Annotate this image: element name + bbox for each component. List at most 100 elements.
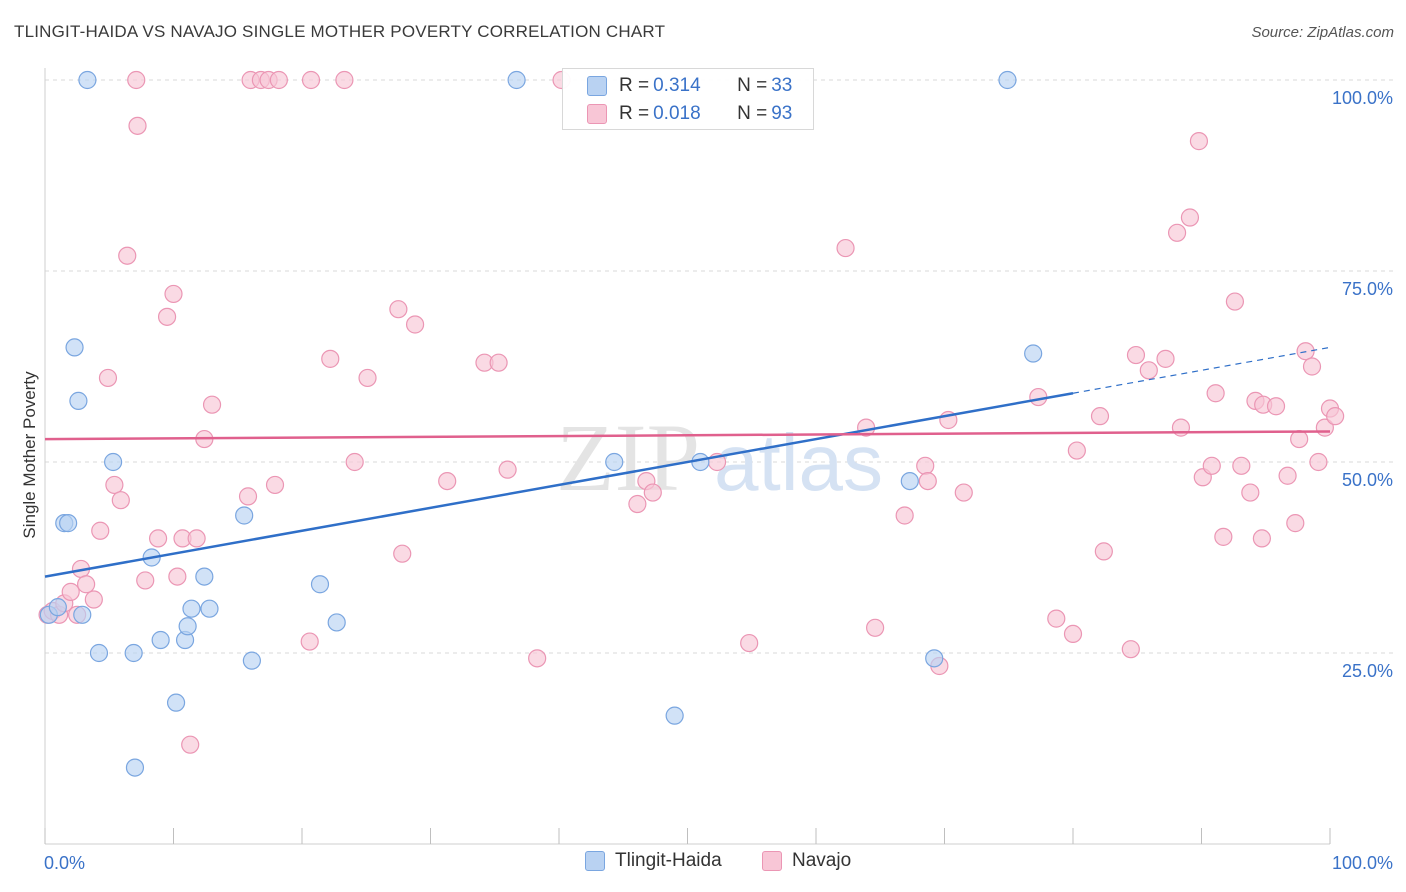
y-tick-label: 25.0%	[1342, 661, 1393, 681]
navajo-point	[916, 456, 935, 475]
navajo-point	[405, 315, 425, 334]
navajo-point	[1326, 407, 1345, 426]
tlingit-haida-point	[665, 706, 684, 725]
navajo-point	[628, 494, 647, 514]
tlingit-haida-trend-extension	[1072, 346, 1331, 394]
navajo-point	[1047, 609, 1066, 628]
tlingit-haida-point	[925, 649, 944, 668]
tlingit-haida-legend-label: Tlingit-Haida	[615, 850, 722, 871]
navajo-point	[61, 582, 80, 601]
navajo-point	[1094, 542, 1113, 561]
navajo-point	[1189, 132, 1209, 151]
navajo-point	[111, 491, 130, 510]
navajo-point	[301, 70, 321, 90]
navajo-point	[866, 618, 885, 637]
legend-r-label: R =	[619, 103, 650, 124]
axis-labels: 100.0% 75.0% 50.0% 25.0% 0.0% 100.0%	[44, 88, 1393, 873]
navajo-point	[643, 483, 662, 502]
navajo-point	[393, 544, 412, 563]
tlingit-haida-points	[39, 70, 1043, 777]
navajo-point	[1167, 223, 1187, 242]
navajo-point	[836, 238, 855, 258]
navajo-point	[84, 590, 103, 609]
tlingit-haida-trend-line	[44, 392, 1074, 578]
tlingit-haida-point	[65, 338, 84, 357]
y-axis-label: Single Mother Poverty	[20, 371, 39, 539]
navajo-point	[136, 571, 155, 590]
tlingit-haida-point	[89, 643, 109, 663]
navajo-point	[489, 353, 508, 372]
y-tick-label: 100.0%	[1332, 88, 1393, 108]
legend-row-tlingit-haida: R = 0.314 N = 33	[587, 75, 792, 97]
tlingit-haida-point	[124, 643, 143, 663]
legend-r-value: 0.314	[653, 75, 701, 96]
tlingit-haida-point	[900, 472, 919, 491]
navajo-point	[300, 632, 319, 651]
navajo-point	[238, 487, 258, 506]
navajo-point	[77, 575, 96, 594]
tlingit-haida-point	[1024, 344, 1043, 363]
navajo-point	[157, 307, 177, 326]
grid-layer	[45, 79, 1393, 654]
navajo-point	[168, 567, 187, 586]
navajo-point	[148, 529, 168, 548]
legend-r-value: 0.018	[653, 103, 701, 124]
navajo-point	[1286, 514, 1305, 533]
legend-item-navajo[interactable]: Navajo	[762, 850, 851, 872]
tlingit-haida-point	[125, 758, 145, 777]
tlingit-haida-point	[69, 391, 88, 410]
navajo-point	[740, 633, 759, 653]
chart-title: TLINGIT-HAIDA VS NAVAJO SINGLE MOTHER PO…	[14, 22, 666, 41]
tlingit-haida-swatch	[587, 76, 607, 96]
tlingit-haida-point	[242, 651, 261, 670]
tlingit-haida-point	[59, 514, 78, 533]
navajo-point	[181, 735, 200, 754]
navajo-point	[1214, 527, 1233, 546]
navajo-point	[1252, 529, 1271, 548]
navajo-point	[1309, 452, 1328, 472]
navajo-point	[1126, 345, 1146, 365]
tlingit-haida-point	[48, 598, 67, 617]
navajo-point	[321, 349, 340, 368]
navajo-legend-label: Navajo	[792, 850, 852, 871]
tlingit-haida-point	[998, 70, 1017, 90]
x-tick-label: 0.0%	[44, 853, 85, 873]
navajo-point	[1241, 483, 1260, 502]
tlingit-haida-legend-swatch	[585, 851, 605, 871]
navajo-point	[98, 368, 118, 388]
tlingit-haida-point	[195, 567, 214, 586]
navajo-trend-line	[44, 430, 1331, 441]
axis-layer	[44, 68, 1331, 845]
legend-n-label: N =	[737, 103, 768, 124]
chart-source: Source: ZipAtlas.com	[1251, 24, 1394, 41]
legend-n-label: N =	[737, 75, 768, 96]
tlingit-haida-point	[200, 599, 219, 618]
navajo-point	[127, 70, 146, 90]
tlingit-haida-point	[507, 70, 526, 90]
navajo-point	[187, 529, 206, 548]
tlingit-haida-point	[182, 599, 201, 618]
navajo-point	[164, 284, 183, 304]
tlingit-haida-point	[327, 613, 346, 632]
navajo-point	[1202, 456, 1221, 475]
navajo-point	[202, 395, 222, 414]
navajo-point	[1206, 384, 1225, 403]
navajo-point	[1139, 361, 1158, 380]
correlation-legend: R = 0.314 N = 33 R = 0.018 N = 93	[562, 68, 814, 130]
navajo-point	[1029, 387, 1048, 407]
navajo-point	[1121, 640, 1140, 659]
navajo-point	[1302, 357, 1322, 376]
legend-item-tlingit-haida[interactable]: Tlingit-Haida	[585, 850, 722, 872]
navajo-point	[1156, 349, 1175, 368]
navajo-point	[358, 368, 377, 388]
series-legend: Tlingit-Haida Navajo	[0, 850, 1406, 880]
legend-r-label: R =	[619, 75, 650, 96]
navajo-point	[335, 70, 354, 90]
x-tick-label: 100.0%	[1332, 853, 1393, 873]
navajo-point	[528, 649, 547, 668]
tlingit-haida-point	[235, 506, 254, 525]
tlingit-haida-point	[178, 617, 197, 636]
navajo-point	[438, 472, 457, 491]
navajo-point	[345, 452, 364, 472]
